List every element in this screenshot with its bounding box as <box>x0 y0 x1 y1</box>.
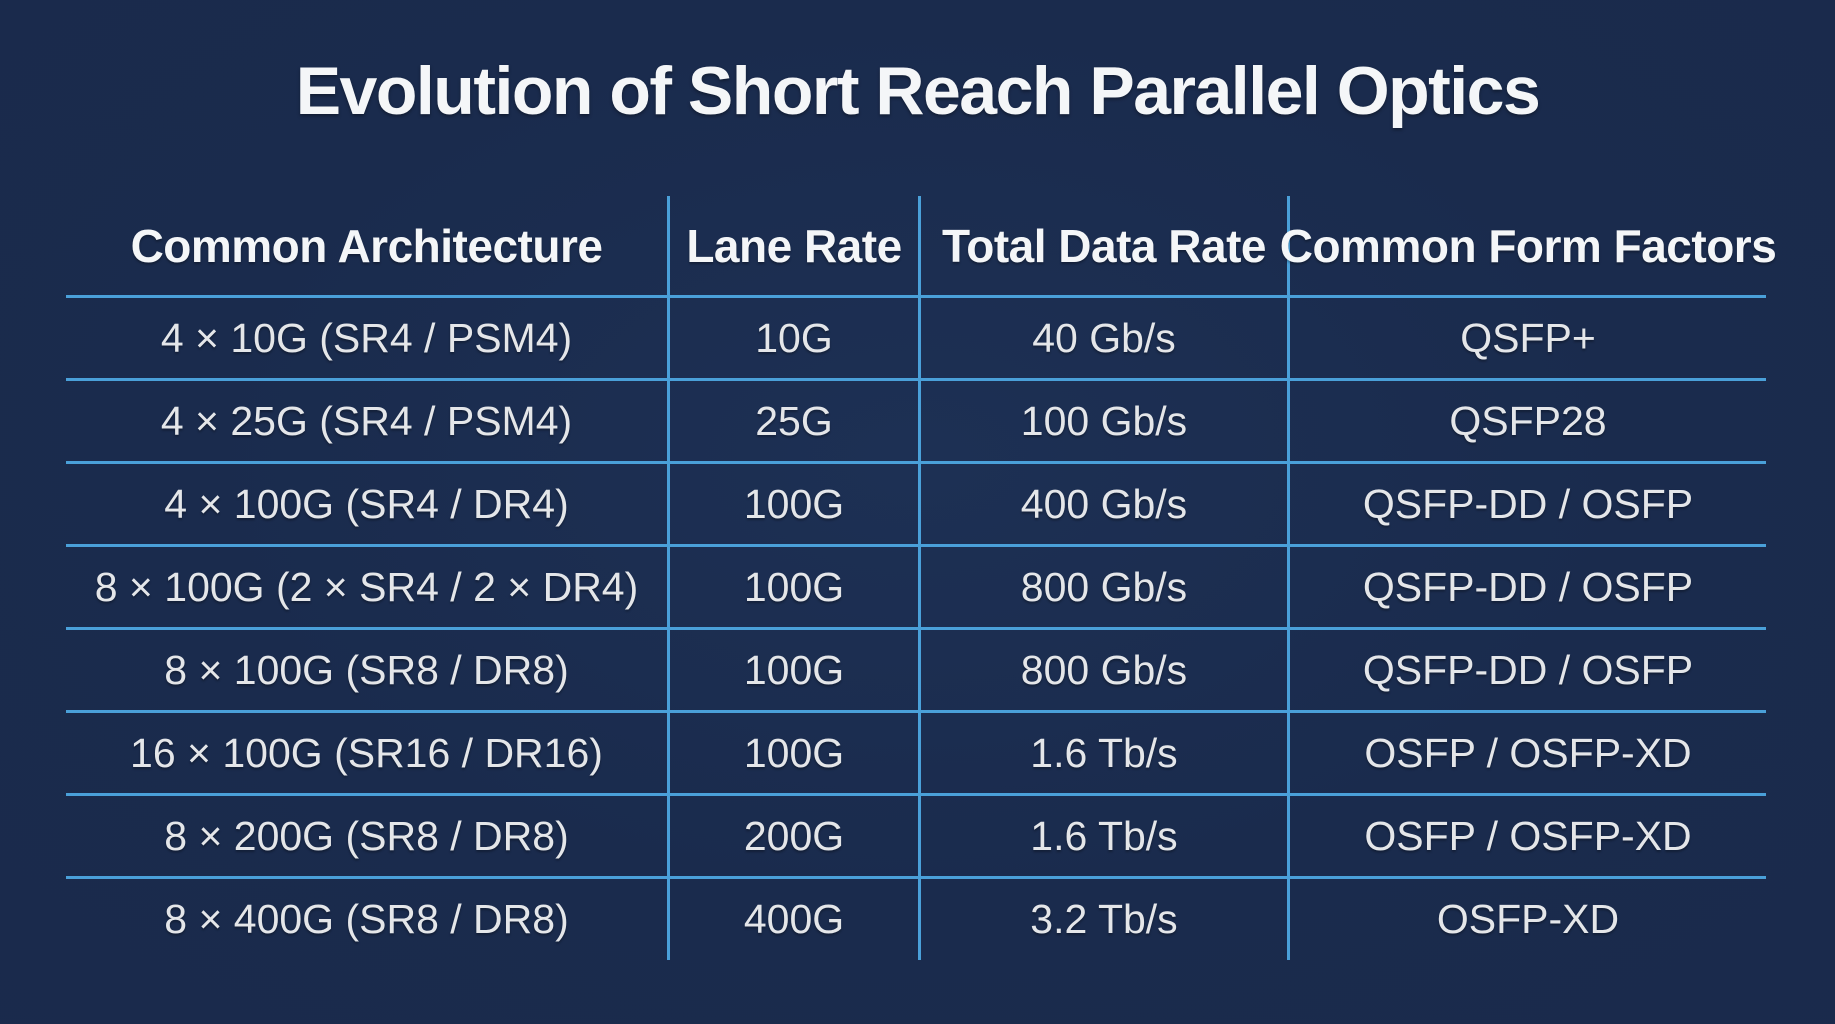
cell-total-data-rate: 400 Gb/s <box>918 461 1287 544</box>
cell-lane-rate: 200G <box>667 793 918 876</box>
column-header-common-form-factors: Common Form Factors <box>1280 196 1777 295</box>
cell-form-factors: OSFP-XD <box>1287 876 1766 960</box>
cell-total-data-rate: 800 Gb/s <box>918 544 1287 627</box>
cell-form-factors: QSFP-DD / OSFP <box>1287 627 1766 710</box>
cell-architecture: 4 × 100G (SR4 / DR4) <box>66 461 667 544</box>
cell-form-factors: OSFP / OSFP-XD <box>1287 793 1766 876</box>
cell-lane-rate: 100G <box>667 627 918 710</box>
cell-lane-rate: 100G <box>667 461 918 544</box>
cell-lane-rate: 100G <box>667 544 918 627</box>
cell-total-data-rate: 100 Gb/s <box>918 378 1287 461</box>
cell-form-factors: QSFP-DD / OSFP <box>1287 544 1766 627</box>
cell-architecture: 8 × 100G (SR8 / DR8) <box>66 627 667 710</box>
cell-total-data-rate: 3.2 Tb/s <box>918 876 1287 960</box>
cell-total-data-rate: 40 Gb/s <box>918 295 1287 378</box>
cell-form-factors: QSFP-DD / OSFP <box>1287 461 1766 544</box>
cell-form-factors: OSFP / OSFP-XD <box>1287 710 1766 793</box>
cell-lane-rate: 10G <box>667 295 918 378</box>
cell-total-data-rate: 1.6 Tb/s <box>918 710 1287 793</box>
cell-architecture: 4 × 10G (SR4 / PSM4) <box>66 295 667 378</box>
column-header-total-data-rate: Total Data Rate <box>918 196 1287 295</box>
cell-architecture: 8 × 100G (2 × SR4 / 2 × DR4) <box>66 544 667 627</box>
cell-total-data-rate: 800 Gb/s <box>918 627 1287 710</box>
cell-lane-rate: 100G <box>667 710 918 793</box>
cell-form-factors: QSFP28 <box>1287 378 1766 461</box>
optics-table: Common Architecture Lane Rate Total Data… <box>66 196 1777 960</box>
cell-architecture: 4 × 25G (SR4 / PSM4) <box>66 378 667 461</box>
cell-architecture: 16 × 100G (SR16 / DR16) <box>66 710 667 793</box>
page-title: Evolution of Short Reach Parallel Optics <box>295 53 1541 129</box>
cell-architecture: 8 × 200G (SR8 / DR8) <box>66 793 667 876</box>
cell-architecture: 8 × 400G (SR8 / DR8) <box>66 876 667 960</box>
cell-form-factors: QSFP+ <box>1287 295 1766 378</box>
cell-total-data-rate: 1.6 Tb/s <box>918 793 1287 876</box>
column-header-common-architecture: Common Architecture <box>130 219 603 272</box>
cell-lane-rate: 25G <box>667 378 918 461</box>
cell-lane-rate: 400G <box>667 876 918 960</box>
column-header-lane-rate: Lane Rate <box>667 196 918 295</box>
